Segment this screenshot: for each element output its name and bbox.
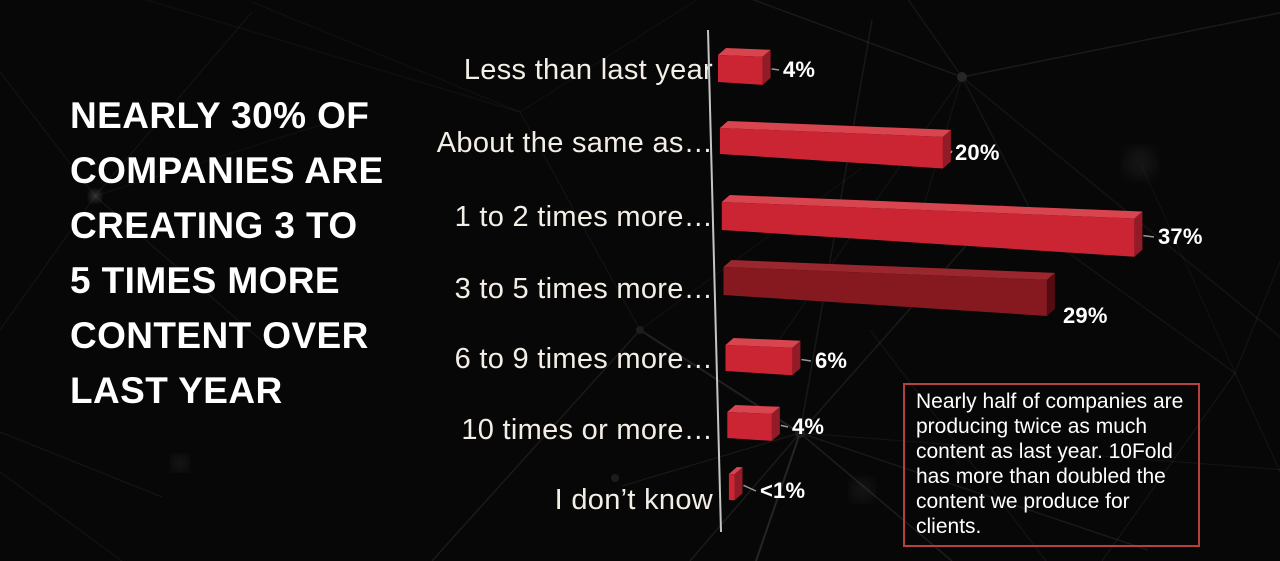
- bar-top-face: [725, 338, 801, 348]
- category-label: Less than last year: [463, 54, 713, 86]
- bar-top-face: [721, 195, 1143, 219]
- bar-side-face: [762, 49, 771, 85]
- category-label: About the same as…: [436, 127, 713, 159]
- bar-side-face: [1134, 211, 1143, 257]
- bar-side-face: [792, 340, 801, 376]
- headline-line-5: CONTENT OVER: [70, 315, 369, 356]
- bar-top-face: [723, 260, 1055, 280]
- bar-top-face: [727, 405, 780, 414]
- bar-side-face: [734, 467, 743, 501]
- bar-top-face: [718, 48, 771, 57]
- headline-line-2: COMPANIES ARE: [70, 150, 384, 191]
- value-label: 37%: [1158, 224, 1203, 249]
- leader-line: [743, 484, 757, 492]
- bar-front-face: [721, 202, 1135, 257]
- bar-front-face: [723, 267, 1047, 316]
- value-label: <1%: [760, 478, 806, 503]
- leader-line: [771, 68, 780, 71]
- headline: NEARLY 30% OF COMPANIES ARE CREATING 3 T…: [70, 88, 410, 418]
- callout-text: Nearly half of companies are producing t…: [916, 390, 1184, 538]
- headline-line-3: CREATING 3 TO: [70, 205, 358, 246]
- callout-box: Nearly half of companies are producing t…: [903, 383, 1200, 547]
- leader-line: [1143, 234, 1155, 238]
- value-label: 20%: [955, 140, 1000, 165]
- bar-side-face: [942, 129, 951, 169]
- category-label: 3 to 5 times more…: [454, 273, 713, 305]
- category-axis-line: [707, 29, 722, 533]
- bar-side-face: [1046, 272, 1055, 316]
- value-label: 4%: [792, 414, 825, 439]
- leader-line: [801, 358, 812, 362]
- bar-front-face: [728, 474, 735, 501]
- leader-line: [950, 150, 953, 154]
- bar-top-face: [728, 467, 743, 475]
- leader-line: [780, 424, 789, 428]
- bar-top-face: [719, 121, 951, 137]
- category-label: I don’t know: [554, 484, 713, 516]
- headline-line-6: LAST YEAR: [70, 370, 283, 411]
- bar-side-face: [771, 406, 780, 441]
- bar-front-face: [727, 412, 772, 441]
- category-label: 10 times or more…: [461, 414, 713, 446]
- category-label: 6 to 9 times more…: [454, 343, 713, 375]
- value-label: 6%: [815, 348, 848, 373]
- headline-line-4: 5 TIMES MORE: [70, 260, 340, 301]
- value-label: 29%: [1063, 303, 1108, 328]
- bar-front-face: [719, 128, 943, 169]
- bar-front-face: [718, 55, 763, 85]
- value-label: 4%: [783, 57, 816, 82]
- category-label: 1 to 2 times more…: [454, 201, 713, 233]
- bar-front-face: [725, 345, 793, 376]
- headline-line-1: NEARLY 30% OF: [70, 95, 370, 136]
